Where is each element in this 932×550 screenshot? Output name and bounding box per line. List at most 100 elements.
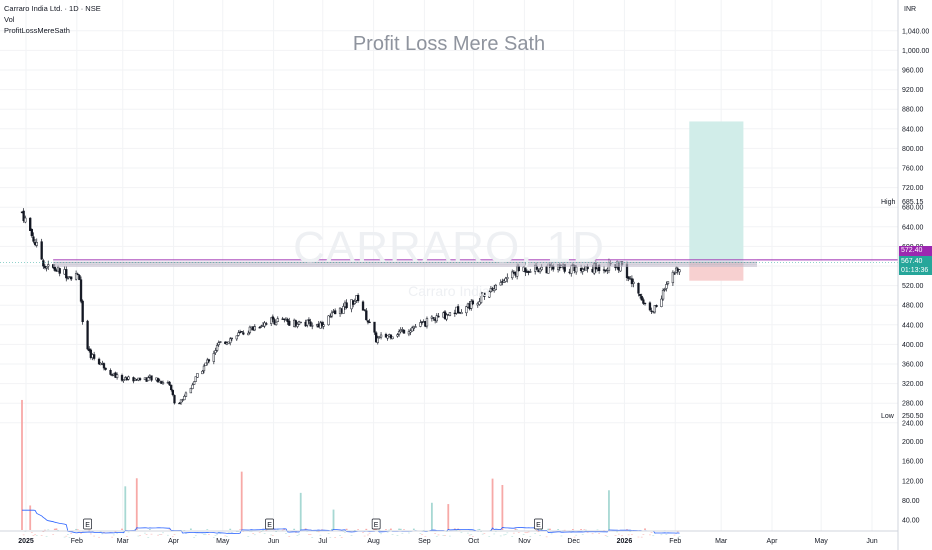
volume-bar: [126, 536, 128, 537]
candle-body: [456, 306, 460, 314]
candle-body: [189, 388, 193, 394]
volume-legend[interactable]: Vol: [4, 15, 15, 24]
candle-body: [242, 332, 245, 335]
volume-bar: [226, 536, 228, 537]
volume-bar: [608, 490, 610, 530]
candle-body: [478, 301, 481, 305]
volume-bar: [263, 533, 266, 534]
candle-body: [212, 353, 215, 362]
volume-bar: [237, 531, 240, 532]
candle-body: [296, 324, 299, 327]
volume-bar: [285, 533, 287, 534]
candle-body: [168, 381, 171, 386]
volume-bar: [549, 528, 551, 530]
volume-bar: [70, 533, 73, 534]
candle-body: [397, 330, 401, 335]
candle-body: [437, 315, 440, 318]
volume-bar: [173, 534, 176, 535]
volume-bar: [573, 536, 576, 538]
earnings-marker-label: E: [85, 522, 90, 529]
volume-bar: [65, 535, 68, 537]
volume-bar: [398, 528, 400, 530]
price-tick-label: 800.00: [902, 146, 924, 153]
price-tick-label: 400.00: [902, 342, 924, 349]
volume-bar: [563, 529, 566, 531]
volume-bar: [386, 531, 389, 533]
volume-bar: [57, 530, 59, 531]
volume-bar: [653, 533, 656, 534]
candle-body: [570, 265, 573, 274]
candle-body: [104, 367, 107, 370]
volume-bar: [350, 534, 353, 536]
volume-bar: [75, 528, 78, 530]
low-value: 250.50: [902, 413, 924, 420]
volume-bar: [516, 529, 519, 530]
volume-bar: [288, 536, 291, 537]
position-tool[interactable]: [689, 121, 744, 281]
candle-body: [276, 318, 279, 322]
candlestick-series: [20, 208, 681, 405]
volume-bar: [134, 529, 137, 530]
candle-body: [183, 396, 186, 401]
candle-body: [92, 354, 96, 359]
volume-bar: [321, 529, 323, 530]
volume-bar: [524, 532, 527, 533]
volume-bar: [560, 535, 563, 537]
candle-body: [273, 319, 276, 325]
candle-body: [379, 334, 383, 338]
volume-bar: [316, 531, 319, 532]
last-price-tag: 567.40 01:13:36: [899, 256, 932, 275]
volume-bar: [424, 536, 427, 537]
candle-body: [453, 312, 456, 315]
volume-bar: [63, 536, 66, 538]
volume-bar: [517, 532, 520, 533]
candle-body: [389, 334, 393, 339]
volume-bar: [332, 509, 335, 530]
candle-body: [219, 341, 222, 343]
candle-body: [79, 279, 83, 302]
volume-bar: [327, 533, 330, 534]
volume-bar: [409, 531, 412, 532]
candle-body: [374, 332, 378, 343]
volume-bar: [80, 533, 82, 534]
volume-bar: [298, 533, 300, 535]
candle-body: [229, 338, 232, 344]
volume-bar: [145, 534, 148, 535]
candle-body: [575, 266, 578, 273]
volume-bar: [526, 532, 528, 534]
volume-bar: [512, 532, 515, 534]
earnings-marker-label: E: [536, 522, 541, 529]
candle-body: [678, 269, 681, 273]
symbol-title[interactable]: Carraro India Ltd. · 1D · NSE: [4, 4, 101, 13]
low-label: Low: [881, 413, 894, 420]
volume-bar: [673, 534, 676, 536]
candle-body: [432, 317, 435, 319]
volume-bar: [514, 528, 517, 530]
candle-body: [184, 392, 188, 397]
candle-body: [89, 349, 93, 358]
candle-body: [401, 329, 404, 331]
volume-bar: [353, 530, 356, 531]
volume-bar: [148, 529, 151, 530]
volume-bar: [385, 529, 387, 530]
volume-bar: [296, 535, 299, 536]
volume-bar: [240, 471, 243, 530]
candle-body: [581, 269, 584, 272]
candle-body: [30, 229, 33, 237]
volume-bar: [93, 535, 96, 537]
volume-bar: [437, 534, 440, 536]
volume-bar: [35, 535, 38, 536]
candle-body: [460, 312, 463, 315]
resistance-lines[interactable]: [0, 259, 898, 267]
candle-body: [638, 293, 642, 296]
volume-bar: [493, 533, 496, 535]
volume-bar: [491, 478, 494, 530]
volume-bar: [276, 529, 279, 531]
volume-bar: [571, 529, 574, 530]
candle-body: [299, 321, 302, 324]
indicator-legend[interactable]: ProfitLossMereSath: [4, 26, 70, 35]
currency-label[interactable]: INR: [904, 6, 917, 13]
candle-body: [391, 336, 394, 340]
